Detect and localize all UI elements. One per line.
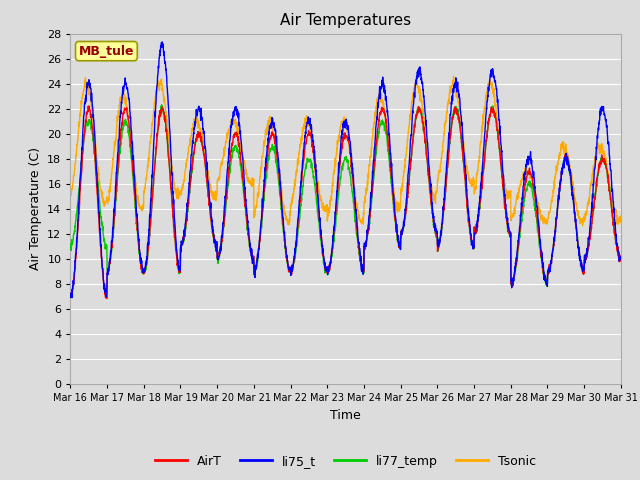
Title: Air Temperatures: Air Temperatures [280,13,411,28]
Legend: AirT, li75_t, li77_temp, Tsonic: AirT, li75_t, li77_temp, Tsonic [150,450,541,473]
X-axis label: Time: Time [330,408,361,421]
Y-axis label: Air Temperature (C): Air Temperature (C) [29,147,42,270]
Text: MB_tule: MB_tule [79,45,134,58]
